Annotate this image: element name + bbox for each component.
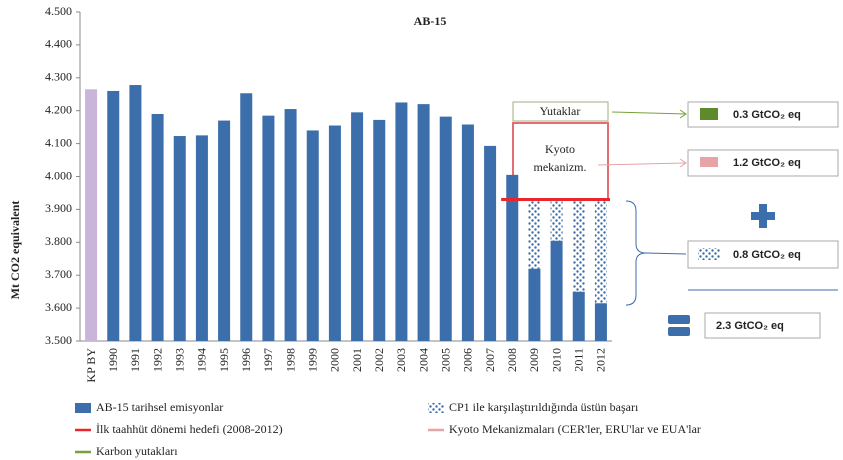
arrow-head: [679, 158, 687, 168]
y-tick-label: 3.700: [45, 267, 72, 281]
legend-swatch: [75, 403, 91, 413]
bar: [173, 136, 186, 341]
chart-title: AB-15: [414, 14, 447, 28]
x-tick-label: 2001: [350, 348, 364, 372]
x-tick-label: 2012: [594, 348, 608, 372]
over-swatch: [698, 248, 720, 260]
bar: [550, 240, 563, 341]
bar: [373, 119, 386, 341]
bar: [351, 112, 364, 341]
kyoto-swatch: [700, 157, 718, 167]
bar: [328, 125, 341, 341]
bar: [395, 102, 408, 341]
legend-label: Kyoto Mekanizmaları (CER'ler, ERU'lar ve…: [449, 422, 701, 436]
bar-segment: [550, 199, 563, 241]
legend-label: Karbon yutakları: [96, 444, 178, 458]
kyoto-box: [512, 122, 609, 201]
x-tick-label: 1997: [261, 348, 275, 372]
sinks-annotation: Yutaklar: [540, 104, 581, 118]
kyoto-annotation: Kyoto mekanizm.: [534, 142, 587, 174]
bar: [284, 109, 297, 342]
summary-sinks: 0.3 GtCO₂ eq: [733, 109, 801, 121]
y-tick-label: 4.000: [45, 168, 72, 182]
y-tick-label: 4.100: [45, 135, 72, 149]
bar: [85, 89, 98, 341]
y-tick-label: 3.900: [45, 201, 72, 215]
x-tick-label: 2000: [328, 348, 342, 372]
sinks-swatch: [700, 108, 718, 120]
y-axis-label: Mt CO2 equivalent: [8, 201, 22, 300]
x-tick-label: 2009: [527, 348, 541, 372]
y-tick-label: 4.500: [45, 4, 72, 18]
bar-segment: [528, 199, 541, 269]
x-tick-label: 1995: [217, 348, 231, 372]
equals-icon: [668, 315, 690, 324]
legend-label: İlk taahhüt dönemi hedefi (2008-2012): [96, 422, 283, 436]
x-tick-label: 2002: [372, 348, 386, 372]
y-tick-label: 3.500: [45, 333, 72, 347]
arrow-head: [679, 109, 687, 119]
bar: [528, 268, 541, 341]
y-tick-label: 4.200: [45, 102, 72, 116]
x-tick-label: 1996: [239, 348, 253, 372]
bar-segment: [572, 199, 585, 292]
y-tick-label: 3.600: [45, 300, 72, 314]
x-tick-label: 1992: [150, 348, 164, 372]
brace: [625, 200, 647, 306]
bar: [417, 104, 430, 342]
y-tick-label: 4.300: [45, 70, 72, 84]
x-tick-label: 1990: [106, 348, 120, 372]
connector: [611, 111, 687, 115]
bar: [439, 116, 452, 341]
bar: [129, 85, 142, 342]
x-tick-label: 1998: [283, 348, 297, 372]
equals-icon: [668, 327, 690, 336]
bar: [506, 174, 519, 341]
bar: [484, 145, 497, 341]
summary-total: 2.3 GtCO₂ eq: [716, 320, 784, 332]
x-tick-label: 2007: [483, 348, 497, 372]
x-tick-label: 1991: [128, 348, 142, 372]
bar: [572, 291, 585, 341]
bar-segment: [594, 199, 607, 304]
legend-label: AB-15 tarihsel emisyonlar: [96, 400, 223, 414]
summary-kyoto: 1.2 GtCO₂ eq: [733, 157, 801, 169]
x-tick-label: 1993: [173, 348, 187, 372]
plus-icon: [751, 204, 775, 228]
bar: [107, 90, 120, 342]
bar: [151, 113, 164, 342]
x-tick-label: 2010: [549, 348, 563, 372]
bar: [195, 135, 208, 341]
x-tick-label: 2003: [394, 348, 408, 372]
x-tick-label: 2006: [461, 348, 475, 372]
bar: [594, 303, 607, 341]
connector: [645, 252, 687, 255]
x-tick-label: 2008: [505, 348, 519, 372]
connector: [597, 162, 687, 166]
y-tick-label: 4.400: [45, 37, 72, 51]
y-tick-label: 3.800: [45, 234, 72, 248]
summary-over: 0.8 GtCO₂ eq: [733, 249, 801, 261]
bar: [461, 124, 474, 341]
x-tick-label: 2005: [439, 348, 453, 372]
x-tick-label: KP BY: [84, 348, 98, 383]
x-tick-label: 1994: [195, 348, 209, 372]
legend-label: CP1 ile karşılaştırıldığında üstün başar…: [449, 400, 639, 414]
bar: [306, 130, 319, 341]
bar: [262, 115, 275, 341]
x-tick-label: 1999: [306, 348, 320, 372]
sinks-box: [512, 101, 609, 122]
legend-swatch: [428, 403, 444, 413]
x-tick-label: 2011: [572, 348, 586, 372]
bar: [218, 120, 231, 341]
x-tick-label: 2004: [416, 348, 430, 372]
summary-box: [704, 312, 821, 339]
bar: [240, 93, 253, 341]
